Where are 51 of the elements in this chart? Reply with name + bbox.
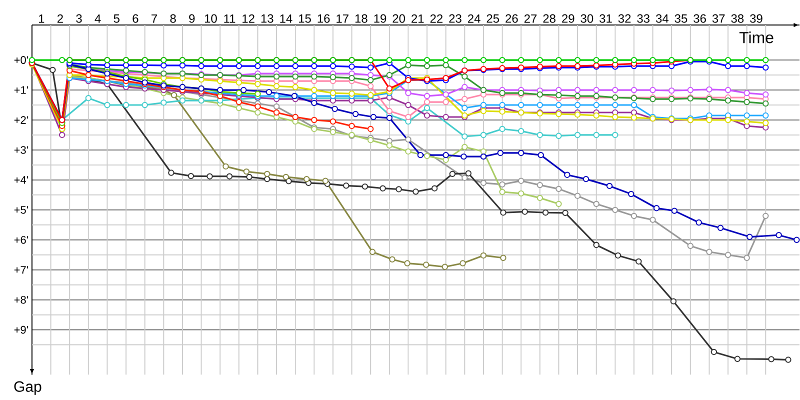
x-tick-label: 18 [355, 14, 368, 23]
y-tick-label: +5' [14, 206, 28, 214]
x-tick-label: 4 [94, 14, 101, 23]
x-tick-label: 22 [430, 14, 443, 23]
x-tick-label: 29 [562, 14, 574, 23]
x-tick-label: 34 [656, 14, 668, 23]
y-tick-label: +2' [14, 116, 28, 124]
y-tick-label: +8' [14, 296, 28, 304]
x-tick-label: 13 [261, 14, 274, 23]
y-tick-label: +4' [14, 176, 28, 184]
x-tick-label: 5 [114, 14, 120, 23]
x-tick-label: 31 [600, 14, 612, 23]
x-tick-label: 20 [392, 14, 406, 23]
x-tick-label: 27 [524, 14, 537, 23]
x-tick-label: 32 [618, 14, 631, 23]
y-axis-title: Gap [14, 381, 42, 395]
y-tick-label: +6' [14, 236, 28, 244]
x-tick-label: 10 [204, 14, 217, 23]
y-tick-label: +7' [14, 266, 28, 274]
x-tick-label: 23 [449, 14, 462, 23]
x-tick-label: 36 [694, 14, 706, 23]
y-tick-label: +1' [14, 86, 28, 94]
x-tick-label: 6 [132, 14, 138, 23]
x-tick-label: 26 [506, 14, 518, 23]
x-tick-label: 24 [468, 14, 480, 23]
x-tick-label: 7 [152, 14, 157, 23]
x-tick-label: 9 [189, 14, 195, 23]
x-tick-label: 39 [750, 14, 762, 23]
x-axis-title: Time [739, 32, 774, 44]
x-tick-label: 33 [637, 14, 650, 23]
x-tick-label: 30 [580, 14, 594, 23]
x-tick-label: 3 [76, 14, 82, 23]
x-tick-label: 21 [412, 14, 424, 23]
x-tick-label: 12 [242, 14, 254, 23]
x-tick-label: 11 [224, 14, 236, 23]
x-tick-label: 35 [674, 14, 688, 23]
x-tick-label: 8 [170, 14, 176, 23]
x-tick-label: 17 [336, 14, 348, 23]
x-tick-label: 16 [318, 14, 330, 23]
x-tick-label: 15 [299, 14, 311, 23]
x-tick-label: 19 [374, 14, 386, 23]
y-tick-label: +9' [14, 326, 28, 334]
y-tick-label: +3' [14, 146, 28, 154]
x-tick-label: 1 [38, 14, 44, 23]
x-tick-label: 2 [57, 14, 63, 23]
y-tick-label: +0' [14, 56, 28, 64]
x-tick-label: 25 [486, 14, 500, 23]
x-tick-label: 37 [712, 14, 725, 23]
x-tick-label: 38 [731, 14, 744, 23]
x-tick-label: 14 [280, 14, 292, 23]
x-tick-label: 28 [543, 14, 556, 23]
